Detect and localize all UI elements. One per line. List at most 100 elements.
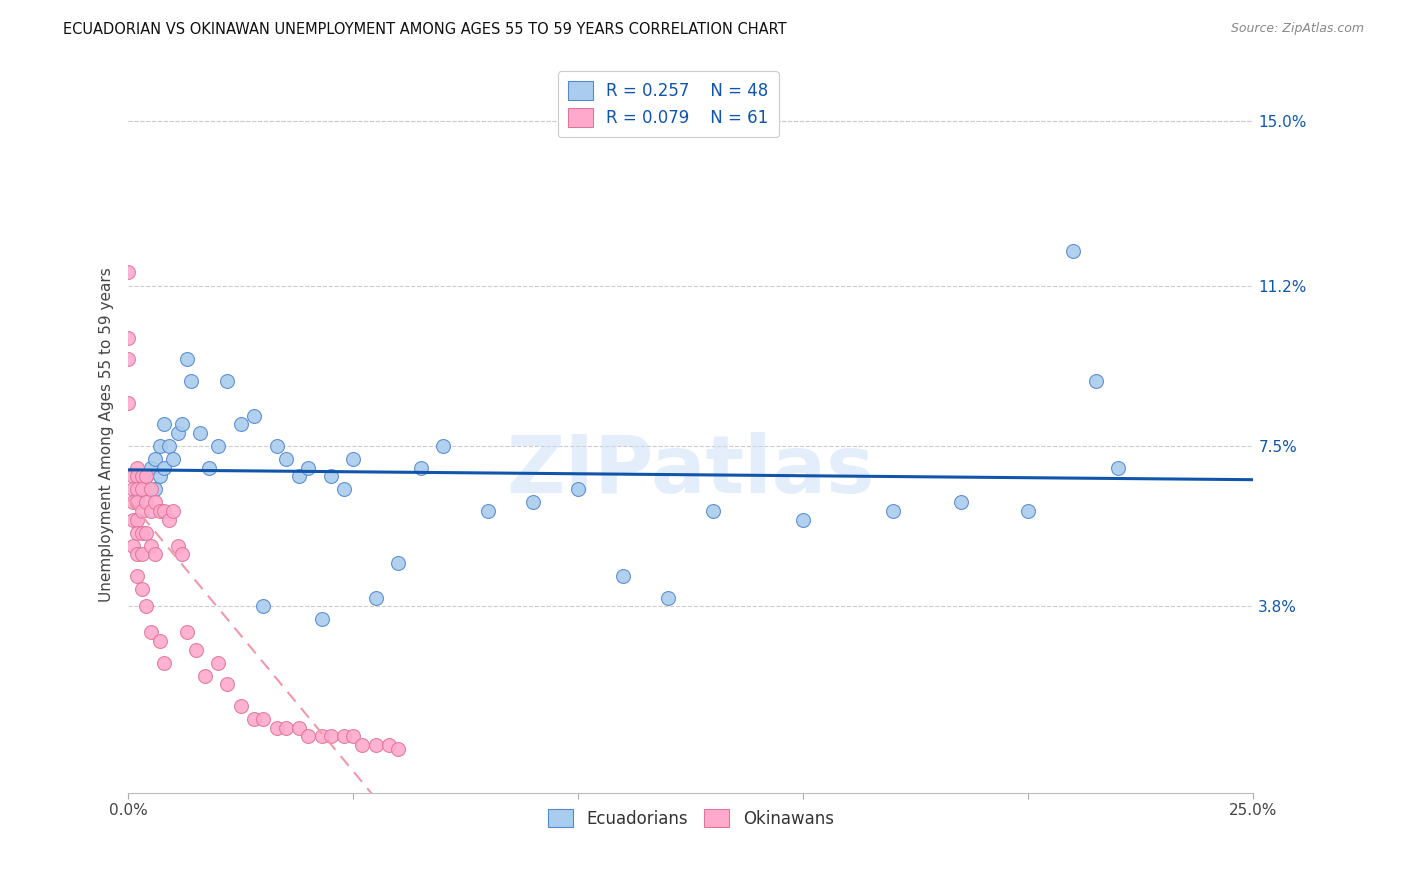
Point — [180, 374, 202, 388]
Point — [149, 469, 172, 483]
Point — [319, 469, 342, 483]
Point — [166, 539, 188, 553]
Point — [153, 504, 176, 518]
Point — [522, 495, 544, 509]
Point — [229, 698, 252, 713]
Point — [135, 525, 157, 540]
Point — [409, 460, 432, 475]
Point — [131, 482, 153, 496]
Point — [149, 634, 172, 648]
Point — [127, 491, 149, 505]
Y-axis label: Unemployment Among Ages 55 to 59 years: Unemployment Among Ages 55 to 59 years — [100, 268, 114, 602]
Point — [432, 439, 454, 453]
Point — [342, 729, 364, 743]
Point — [333, 729, 356, 743]
Point — [198, 460, 221, 475]
Point — [127, 569, 149, 583]
Point — [364, 738, 387, 752]
Point — [297, 729, 319, 743]
Point — [135, 495, 157, 509]
Point — [157, 512, 180, 526]
Point — [217, 374, 239, 388]
Point — [297, 460, 319, 475]
Point — [311, 612, 333, 626]
Point — [176, 352, 198, 367]
Point — [143, 547, 166, 561]
Point — [153, 656, 176, 670]
Point — [252, 599, 274, 614]
Point — [139, 539, 162, 553]
Point — [135, 599, 157, 614]
Legend: Ecuadorians, Okinawans: Ecuadorians, Okinawans — [541, 803, 841, 834]
Point — [1017, 504, 1039, 518]
Point — [1084, 374, 1107, 388]
Point — [143, 495, 166, 509]
Point — [162, 451, 184, 466]
Point — [131, 582, 153, 596]
Point — [207, 656, 229, 670]
Point — [131, 525, 153, 540]
Point — [157, 439, 180, 453]
Point — [139, 504, 162, 518]
Point — [135, 469, 157, 483]
Point — [127, 460, 149, 475]
Point — [188, 425, 211, 440]
Text: Source: ZipAtlas.com: Source: ZipAtlas.com — [1230, 22, 1364, 36]
Point — [243, 409, 266, 423]
Point — [319, 729, 342, 743]
Text: ZIPatlas: ZIPatlas — [506, 432, 875, 510]
Point — [252, 712, 274, 726]
Point — [288, 721, 311, 735]
Point — [378, 738, 401, 752]
Point — [217, 677, 239, 691]
Point — [143, 451, 166, 466]
Point — [127, 469, 149, 483]
Point — [153, 460, 176, 475]
Point — [127, 525, 149, 540]
Point — [135, 469, 157, 483]
Point — [274, 451, 297, 466]
Point — [352, 738, 374, 752]
Point — [131, 469, 153, 483]
Point — [1062, 244, 1084, 258]
Point — [143, 482, 166, 496]
Point — [127, 495, 149, 509]
Point — [792, 512, 814, 526]
Point — [949, 495, 972, 509]
Point — [311, 729, 333, 743]
Point — [266, 721, 288, 735]
Point — [127, 547, 149, 561]
Text: ECUADORIAN VS OKINAWAN UNEMPLOYMENT AMONG AGES 55 TO 59 YEARS CORRELATION CHART: ECUADORIAN VS OKINAWAN UNEMPLOYMENT AMON… — [63, 22, 787, 37]
Point — [149, 439, 172, 453]
Point — [117, 330, 139, 344]
Point — [243, 712, 266, 726]
Point — [387, 742, 409, 756]
Point — [121, 539, 143, 553]
Point — [612, 569, 634, 583]
Point — [184, 642, 207, 657]
Point — [131, 482, 153, 496]
Point — [172, 417, 194, 432]
Point — [121, 469, 143, 483]
Point — [266, 439, 288, 453]
Point — [176, 625, 198, 640]
Point — [274, 721, 297, 735]
Point — [121, 512, 143, 526]
Point — [1107, 460, 1129, 475]
Point — [567, 482, 589, 496]
Point — [117, 265, 139, 279]
Point — [342, 451, 364, 466]
Point — [149, 504, 172, 518]
Point — [172, 547, 194, 561]
Point — [166, 425, 188, 440]
Point — [194, 668, 217, 682]
Point — [162, 504, 184, 518]
Point — [882, 504, 904, 518]
Point — [117, 352, 139, 367]
Point — [139, 482, 162, 496]
Point — [364, 591, 387, 605]
Point — [702, 504, 724, 518]
Point — [657, 591, 679, 605]
Point — [121, 482, 143, 496]
Point — [139, 625, 162, 640]
